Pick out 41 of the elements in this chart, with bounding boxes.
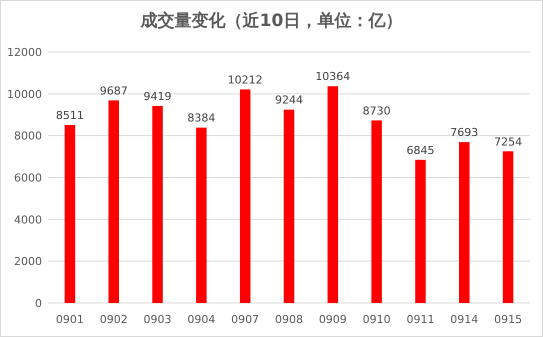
data-label: 9687 <box>100 84 128 98</box>
x-tick-label: 0907 <box>231 313 260 326</box>
bar <box>108 100 119 303</box>
data-label: 6845 <box>406 144 434 157</box>
bar <box>152 106 163 303</box>
y-tick-label: 2000 <box>14 255 42 268</box>
chart-title: 成交量变化（近10日，单位：亿） <box>140 11 402 31</box>
y-tick-label: 4000 <box>14 213 42 226</box>
data-label: 7693 <box>450 126 478 140</box>
data-label: 9419 <box>144 90 172 103</box>
x-tick-label: 0908 <box>275 313 303 326</box>
x-tick-label: 0910 <box>362 313 391 326</box>
y-tick-label: 12000 <box>7 46 42 59</box>
y-tick-label: 10000 <box>7 88 42 101</box>
data-label: 10212 <box>228 73 263 86</box>
bar <box>196 128 207 303</box>
data-label: 7254 <box>494 135 522 148</box>
y-tick-label: 0 <box>35 297 42 310</box>
data-label: 10364 <box>315 70 350 84</box>
x-tick-label: 0915 <box>494 313 522 326</box>
x-tick-label: 0903 <box>144 313 172 326</box>
bar <box>502 151 514 303</box>
data-label: 8384 <box>187 112 216 125</box>
x-tick-label: 0901 <box>56 313 84 326</box>
bar <box>328 86 338 303</box>
x-tick-label: 0902 <box>100 313 128 326</box>
bar <box>64 124 76 303</box>
x-tick-label: 0911 <box>406 313 434 326</box>
y-tick-label: 6000 <box>14 172 42 184</box>
data-label: 9244 <box>275 94 303 107</box>
bar <box>240 89 250 303</box>
bar <box>459 142 470 303</box>
x-tick-label: 0904 <box>187 313 216 326</box>
bar <box>415 160 426 303</box>
y-tick-label: 8000 <box>14 130 42 143</box>
data-label: 8511 <box>56 108 84 122</box>
x-tick-label: 0909 <box>318 313 347 326</box>
data-label: 8730 <box>362 104 391 118</box>
bar <box>371 120 382 303</box>
x-tick-label: 0914 <box>450 313 478 326</box>
bar <box>284 110 294 303</box>
